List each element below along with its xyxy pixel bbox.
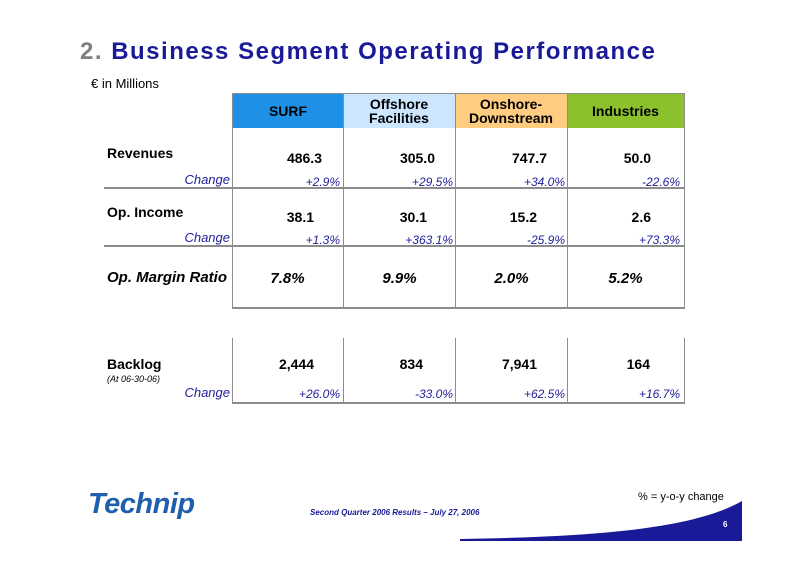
header-onshore-line1: Onshore- (479, 95, 543, 112)
page-number: 6 (723, 520, 728, 529)
op-margin-industries: 5.2% (608, 270, 643, 287)
footer-swoosh (460, 501, 742, 541)
row-divider (104, 245, 685, 247)
backlog-change-industries: +16.7% (638, 387, 680, 401)
header-industries-line1: Industries (592, 102, 659, 119)
grid-line (455, 93, 456, 308)
row-divider (232, 402, 685, 404)
header-offshore-line1: Offshore (369, 95, 429, 112)
backlog-date-label: (At 06-30-06) (107, 374, 161, 384)
op-margin-offshore: 9.9% (382, 270, 417, 287)
header-surf-line1: SURF (268, 102, 308, 119)
op-margin-onshore: 2.0% (494, 270, 529, 287)
row-divider (104, 187, 685, 189)
op-margin-surf: 7.8% (270, 270, 305, 287)
title-text: Business Segment Operating Performance (111, 38, 657, 65)
change-label: Change (184, 230, 230, 245)
revenue-change-onshore: +34.0% (523, 175, 565, 189)
header-onshore-line2: Downstream (468, 109, 554, 126)
grid-line (684, 338, 685, 403)
unit-label: € in Millions (91, 76, 159, 91)
op-income-offshore: 30.1 (399, 209, 427, 225)
grid-line (343, 338, 344, 403)
backlog-offshore: 834 (399, 356, 423, 372)
op-income-onshore: 15.2 (509, 209, 537, 225)
op-income-industries: 2.6 (631, 209, 651, 225)
revenue-change-surf: +2.9% (305, 175, 340, 189)
revenue-change-offshore: +29.5% (411, 175, 453, 189)
revenue-industries: 50.0 (623, 150, 651, 166)
change-label: Change (184, 172, 230, 187)
header-onshore: Onshore- Downstream (455, 93, 567, 128)
backlog-change-onshore: +62.5% (523, 387, 565, 401)
yoy-note: % = y-o-y change (638, 491, 724, 503)
row-label-backlog: Backlog (107, 356, 162, 372)
op-income-change-offshore: +363.1% (405, 233, 453, 247)
grid-line (455, 338, 456, 403)
backlog-surf: 2,444 (278, 356, 314, 372)
header-offshore: Offshore Facilities (343, 93, 455, 128)
row-label-op-margin: Op. Margin Ratio (107, 269, 227, 286)
technip-logo: Technip (88, 488, 195, 520)
revenue-onshore: 747.7 (511, 150, 547, 166)
revenue-change-industries: -22.6% (641, 175, 680, 189)
backlog-onshore: 7,941 (501, 356, 537, 372)
op-income-surf: 38.1 (286, 209, 314, 225)
revenue-offshore: 305.0 (399, 150, 435, 166)
grid-line (232, 338, 233, 403)
grid-line (684, 93, 685, 308)
change-label: Change (184, 385, 230, 400)
footer-caption: Second Quarter 2006 Results – July 27, 2… (310, 508, 480, 517)
grid-line (232, 93, 233, 308)
revenue-surf: 486.3 (286, 150, 322, 166)
backlog-change-surf: +26.0% (298, 387, 340, 401)
backlog-change-offshore: -33.0% (414, 387, 453, 401)
backlog-industries: 164 (626, 356, 650, 372)
row-label-revenues: Revenues (107, 145, 174, 161)
page-title: 2. Business Segment Operating Performanc… (80, 38, 656, 66)
op-income-change-industries: +73.3% (638, 233, 680, 247)
op-income-change-onshore: -25.9% (526, 233, 565, 247)
header-offshore-line2: Facilities (369, 109, 429, 126)
row-label-op-income: Op. Income (107, 204, 184, 220)
op-income-change-surf: +1.3% (305, 233, 340, 247)
grid-line (232, 93, 685, 94)
section-number: 2. (80, 38, 104, 65)
grid-line (343, 93, 344, 308)
grid-line (567, 338, 568, 403)
row-divider (232, 307, 685, 309)
header-surf: SURF (233, 93, 343, 128)
header-industries: Industries (567, 93, 684, 128)
grid-line (567, 93, 568, 308)
